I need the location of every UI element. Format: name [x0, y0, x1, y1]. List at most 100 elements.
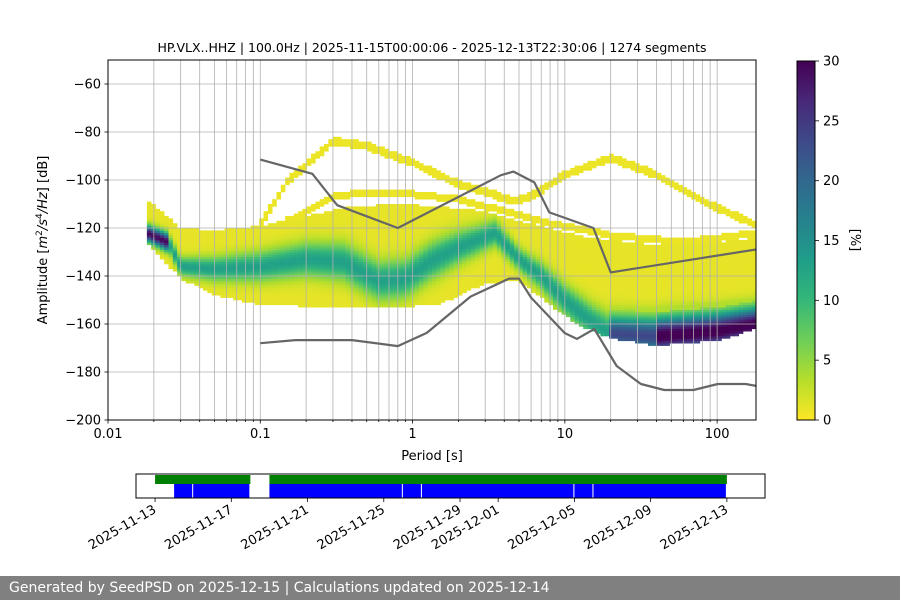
density-cell — [630, 312, 636, 315]
density-cell — [298, 268, 303, 272]
density-cell — [328, 256, 333, 260]
density-cell — [626, 252, 632, 255]
density-cell — [414, 220, 420, 224]
density-cell — [613, 276, 619, 279]
density-cell — [419, 168, 424, 171]
density-cell — [341, 261, 346, 265]
density-cell — [522, 278, 528, 282]
density-cell — [561, 177, 567, 181]
density-cell — [423, 256, 428, 260]
density-cell — [457, 252, 463, 255]
density-cell — [669, 300, 675, 303]
density-cell — [626, 292, 632, 296]
density-cell — [570, 261, 575, 265]
density-cell — [311, 220, 316, 224]
density-cell — [155, 252, 161, 255]
density-cell — [380, 285, 385, 289]
density-cell — [371, 194, 377, 198]
density-cell — [613, 319, 619, 322]
density-cell — [565, 302, 571, 306]
density-cell — [462, 182, 467, 186]
density-cell — [475, 192, 480, 195]
density-cell — [548, 259, 554, 262]
density-cell — [319, 232, 325, 236]
density-cell — [332, 225, 338, 229]
density-cell — [449, 244, 454, 248]
density-cell — [427, 237, 433, 241]
density-cell — [259, 297, 264, 301]
density-cell — [289, 249, 295, 253]
density-cell — [600, 295, 606, 298]
density-cell — [432, 172, 437, 176]
density-cell — [444, 211, 450, 214]
density-cell — [414, 249, 420, 253]
density-cell — [324, 218, 329, 222]
density-cell — [302, 237, 308, 241]
density-cell — [384, 151, 390, 154]
density-cell — [604, 316, 610, 320]
density-cell — [557, 237, 562, 241]
density-cell — [272, 223, 277, 226]
density-cell — [306, 288, 312, 291]
density-cell — [609, 252, 614, 255]
density-cell — [652, 338, 657, 342]
density-cell — [345, 247, 351, 250]
density-cell — [630, 264, 636, 267]
density-cell — [622, 163, 627, 166]
density-cell — [457, 285, 463, 289]
density-cell — [419, 295, 424, 298]
density-cell — [302, 264, 308, 267]
density-cell — [427, 230, 433, 234]
density-cell — [449, 266, 454, 270]
density-cell — [241, 280, 247, 284]
density-cell — [470, 199, 476, 202]
density-cell — [406, 252, 411, 255]
density-cell — [194, 278, 200, 282]
density-cell — [423, 271, 428, 274]
density-cell — [298, 256, 303, 260]
density-cell — [527, 271, 532, 274]
density-cell — [609, 307, 614, 310]
density-cell — [652, 175, 657, 178]
density-cell — [427, 252, 433, 255]
density-cell — [665, 338, 670, 342]
density-cell — [306, 223, 312, 226]
density-cell — [254, 261, 260, 265]
density-cell — [436, 249, 441, 253]
density-cell — [362, 283, 368, 286]
density-cell — [578, 273, 584, 277]
density-cell — [466, 199, 472, 202]
density-cell — [678, 304, 683, 308]
density-cell — [388, 213, 394, 217]
density-cell — [311, 283, 316, 286]
density-cell — [388, 220, 394, 224]
density-cell — [522, 240, 528, 243]
density-cell — [345, 276, 351, 279]
density-cell — [574, 314, 580, 318]
density-cell — [397, 283, 403, 286]
density-cell — [561, 244, 567, 248]
density-cell — [371, 216, 377, 219]
density-cell — [626, 271, 632, 274]
density-cell — [440, 283, 446, 286]
density-cell — [328, 139, 333, 142]
density-cell — [259, 235, 264, 238]
density-cell — [479, 220, 485, 224]
density-cell — [237, 290, 243, 294]
density-cell — [613, 302, 619, 306]
density-cell — [324, 271, 329, 274]
density-cell — [362, 297, 368, 301]
density-cell — [414, 285, 420, 289]
density-cell — [600, 230, 606, 234]
density-cell — [259, 261, 264, 265]
density-cell — [643, 297, 649, 301]
density-cell — [626, 302, 632, 306]
density-cell — [626, 304, 632, 308]
density-cell — [561, 309, 567, 313]
density-cell — [362, 268, 368, 272]
density-cell — [578, 235, 584, 238]
density-cell — [315, 201, 320, 205]
density-cell — [552, 247, 558, 250]
density-cell — [203, 283, 208, 286]
density-cell — [233, 280, 238, 284]
